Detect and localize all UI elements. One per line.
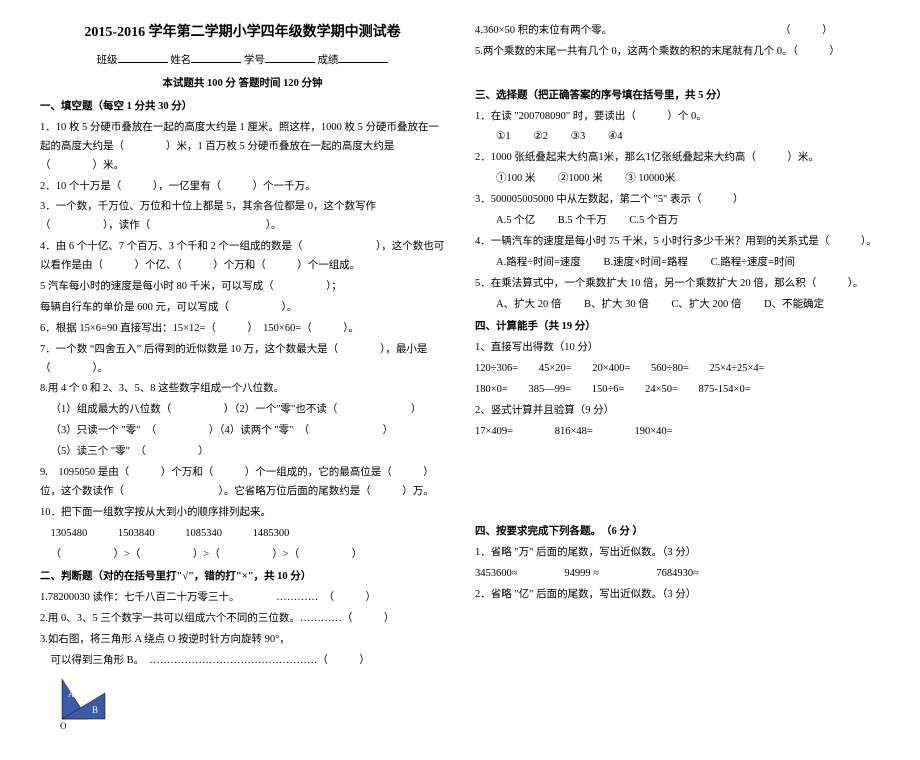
name-blank[interactable]	[191, 51, 241, 63]
id-blank[interactable]	[265, 51, 315, 63]
num-d: 1485300	[253, 525, 290, 544]
opt-3b[interactable]: B.5 个千万	[558, 212, 607, 231]
section-2-head: 二、判断题（对的在括号里打"√"，错的打"×"，共 10 分）	[40, 568, 445, 587]
calc-row-2: 180×0= 385—99= 150÷6= 24×50= 875-154×0=	[475, 381, 880, 400]
opt-1b[interactable]: ②2	[533, 128, 548, 147]
q1-3: 3．一个数，千万位、万位和十位上都是 5，其余各位都是 0，这个数写作（ ），读…	[40, 198, 445, 236]
q1-10-blank: （ ）>（ ）>（ ）>（ ）	[40, 546, 445, 565]
q1-7: 7．一个数 “四舍五入” 后得到的近似数是 10 万，这个数最大是（ ），最小是…	[40, 341, 445, 379]
opt-4b[interactable]: B.速度×时间=路程	[604, 254, 688, 273]
c1c: 20×400=	[592, 360, 630, 379]
num-b: 1503840	[118, 525, 155, 544]
name-label: 姓名	[170, 55, 191, 66]
label-a: A	[68, 689, 75, 699]
q1-2: 2．10 个十万是（ ），一亿里有（ ）个一千万。	[40, 178, 445, 197]
exam-note: 本试题共 100 分 答题时间 120 分钟	[40, 75, 445, 94]
c3c: 190×40=	[634, 423, 672, 442]
opt-2b[interactable]: ②1000 米	[558, 170, 603, 189]
q3-3: 3．500005005000 中从左数起，第二个 "5" 表示（ ）	[475, 191, 880, 210]
q2-2: 2.用 0、3、5 三个数字一共可以组成六个不同的三位数。…………（ ）	[40, 610, 445, 629]
q1-5a: 5 汽车每小时的速度是每小时 80 千米，可以写成（ ）；	[40, 278, 445, 297]
num-a: 1305480	[51, 525, 88, 544]
s5-sub2: 2．省略 "亿" 后面的尾数，写出近似数。（3 分）	[475, 586, 880, 605]
q3-2: 2．1000 张纸叠起来大约高1米，那么1亿张纸叠起来大约高（ ）米。	[475, 149, 880, 168]
q3-1: 1．在读 "200708090" 时，要读出（ ）个 0。	[475, 108, 880, 127]
q3-3-opts: A.5 个亿 B.5 个千万 C.5 个百万	[475, 212, 880, 231]
s4-sub1: 1、直接写出得数（10 分）	[475, 339, 880, 358]
opt-3a[interactable]: A.5 个亿	[496, 212, 535, 231]
q2-5: 5.两个乘数的末尾一共有几个 0，这两个乘数的积的末尾就有几个 0。（ ）	[475, 43, 880, 62]
opt-5c[interactable]: C、扩大 200 倍	[671, 296, 741, 315]
opt-2a[interactable]: ①100 米	[496, 170, 535, 189]
opt-4a[interactable]: A.路程÷时间=速度	[496, 254, 581, 273]
section-3-head: 三、选择题（把正确答案的序号填在括号里，共 5 分）	[475, 87, 880, 106]
q3-5: 5．在乘法算式中，一个乘数扩大 10 倍，另一个乘数扩大 20 倍，那么积（ ）…	[475, 275, 880, 294]
section-1-head: 一、填空题（每空 1 分共 30 分）	[40, 98, 445, 117]
s5a: 3453600≈	[475, 565, 518, 584]
s5b: 94999 ≈	[564, 565, 599, 584]
q1-8head: 8.用 4 个 0 和 2、3、5、8 这些数字组成一个八位数。	[40, 380, 445, 399]
s5c: 7684930≈	[656, 565, 699, 584]
c2c: 150÷6=	[592, 381, 625, 400]
num-c: 1085340	[185, 525, 222, 544]
class-blank[interactable]	[118, 51, 168, 63]
c1a: 120÷306=	[475, 360, 518, 379]
c1b: 45×20=	[539, 360, 572, 379]
c1e: 25×4÷25×4=	[710, 360, 765, 379]
c2d: 24×50=	[645, 381, 678, 400]
c1d: 560÷80=	[651, 360, 689, 379]
c2a: 180×0=	[475, 381, 508, 400]
id-label: 学号	[244, 55, 265, 66]
q1-8a: （1）组成最大的八位数（ ）（2）一个"零"也不读（ ）	[40, 401, 445, 420]
exam-title: 2015-2016 学年第二学期小学四年级数学期中测试卷	[40, 20, 445, 45]
q1-10-nums: 1305480 1503840 1085340 1485300	[40, 525, 445, 544]
q1-8c: （5）读三个 "零" （ ）	[40, 443, 445, 462]
opt-5a[interactable]: A、扩大 20 倍	[496, 296, 561, 315]
q3-4: 4．一辆汽车的速度是每小时 75 千米，5 小时行多少千米？用到的关系式是（ ）…	[475, 233, 880, 252]
s5-row1: 3453600≈ 94999 ≈ 7684930≈	[475, 565, 880, 584]
score-blank[interactable]	[338, 51, 388, 63]
header-fields: 班级 姓名 学号 成绩	[40, 51, 445, 71]
opt-3c[interactable]: C.5 个百万	[629, 212, 678, 231]
opt-4c[interactable]: C.路程÷速度=时间	[711, 254, 795, 273]
q3-1-opts: ①1 ②2 ③3 ④4	[475, 128, 880, 147]
q3-2-opts: ①100 米 ②1000 米 ③ 10000米	[475, 170, 880, 189]
q1-1: 1．10 枚 5 分硬币叠放在一起的高度大约是 1 厘米。照这样，1000 枚 …	[40, 119, 445, 176]
q1-8b: （3）只读一个 "零" （ ）（4）读两个 "零" （ ）	[40, 422, 445, 441]
s4-sub2: 2、竖式计算并且验算（9 分）	[475, 402, 880, 421]
opt-5b[interactable]: B、扩大 30 倍	[584, 296, 649, 315]
section-4-head: 四、计算能手（共 19 分）	[475, 318, 880, 337]
triangle-figure: A B O	[60, 677, 130, 732]
s5-sub1: 1．省略 "万" 后面的尾数，写出近似数。（3 分）	[475, 544, 880, 563]
q2-3b: 可以得到三角形 B。 …………………………………………（ ）	[40, 652, 445, 671]
q1-9: 9. 1095050 是由（ ）个万和（ ）个一组成的，它的最高位是（ ）位，这…	[40, 464, 445, 502]
section-5-head: 四、按要求完成下列各题。 （6 分 ）	[475, 523, 880, 542]
opt-2c[interactable]: ③ 10000米	[625, 170, 675, 189]
score-label: 成绩	[317, 55, 338, 66]
opt-5d[interactable]: D、不能确定	[764, 296, 824, 315]
q1-5b: 每辆自行车的单价是 600 元，可以写成（ ）。	[40, 299, 445, 318]
q2-3a: 3.如右图，将三角形 A 绕点 O 按逆时针方向旋转 90°，	[40, 631, 445, 650]
q2-4: 4.360×50 积的末位有两个零。 （ ）	[475, 22, 880, 41]
q2-1: 1.78200030 读作：七千八百二十万零三十。 ………… （ ）	[40, 589, 445, 608]
class-label: 班级	[97, 55, 118, 66]
q1-4: 4．由 6 个十亿、7 个百万、3 个千和 2 个一组成的数是（ ），这个数也可…	[40, 238, 445, 276]
opt-1a[interactable]: ①1	[496, 128, 511, 147]
q3-5-opts: A、扩大 20 倍 B、扩大 30 倍 C、扩大 200 倍 D、不能确定	[475, 296, 880, 315]
c2e: 875-154×0=	[699, 381, 751, 400]
q3-4-opts: A.路程÷时间=速度 B.速度×时间=路程 C.路程÷速度=时间	[475, 254, 880, 273]
opt-1c[interactable]: ③3	[571, 128, 586, 147]
label-o: O	[60, 721, 67, 731]
q1-6: 6．根据 15×6=90 直接写出：15×12=（ ） 150×60=（ ）。	[40, 320, 445, 339]
label-b: B	[92, 705, 98, 715]
c3a: 17×409=	[475, 423, 513, 442]
c3b: 816×48=	[555, 423, 593, 442]
calc-row-3: 17×409= 816×48= 190×40=	[475, 423, 880, 442]
q1-10: 10．把下面一组数字按从大到小的顺序排列起来。	[40, 504, 445, 523]
calc-row-1: 120÷306= 45×20= 20×400= 560÷80= 25×4÷25×…	[475, 360, 880, 379]
opt-1d[interactable]: ④4	[608, 128, 623, 147]
c2b: 385—99=	[528, 381, 571, 400]
